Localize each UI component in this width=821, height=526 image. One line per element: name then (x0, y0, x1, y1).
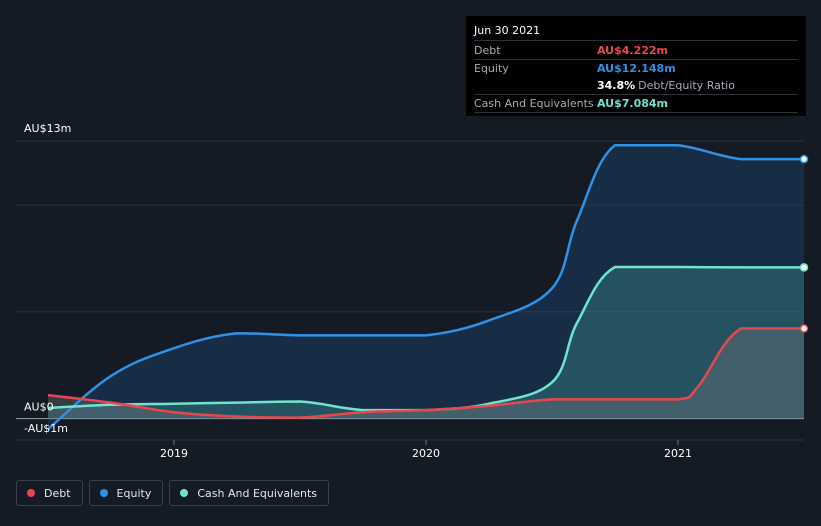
tooltip-label: Debt (474, 44, 501, 57)
x-tick-label: 2019 (160, 447, 188, 460)
x-tick-label: 2020 (412, 447, 440, 460)
tooltip-row-cash: Cash And Equivalents AU$7.084m (474, 96, 798, 113)
series-endpoints (799, 154, 809, 333)
y-axis-labels: AU$13m AU$0 -AU$1m (24, 122, 71, 435)
legend-label: Debt (44, 486, 71, 500)
tooltip-value-debt: AU$4.222m (597, 44, 669, 57)
legend-dot-icon (180, 489, 189, 497)
legend-item-cash[interactable]: Cash And Equivalents (169, 480, 329, 506)
line-debt (47, 327, 804, 419)
tooltip-row-debt: Debt AU$4.222m (474, 43, 798, 60)
legend-label: Equity (116, 486, 152, 500)
series-areas (48, 145, 804, 430)
tooltip-label: Cash And Equivalents (474, 97, 594, 110)
area-cash-and-equivalents (48, 267, 804, 419)
endpoint-cash-and-equivalents (799, 263, 809, 272)
legend-label: Cash And Equivalents (197, 486, 317, 500)
legend-dot-icon (99, 489, 108, 497)
endpoint-equity (799, 154, 809, 164)
tooltip-date: Jun 30 2021 (474, 22, 798, 41)
chart-legend: Debt Equity Cash And Equivalents (16, 480, 329, 506)
data-tooltip: Jun 30 2021 Debt AU$4.222m Equity AU$12.… (466, 16, 806, 116)
area-equity (48, 145, 804, 430)
tooltip-value-equity: AU$12.148m (597, 62, 676, 75)
legend-item-debt[interactable]: Debt (16, 480, 83, 506)
tooltip-value-cash: AU$7.084m (597, 97, 669, 110)
series-lines (47, 144, 804, 431)
tooltip-row-ratio: 34.8% Debt/Equity Ratio (474, 78, 798, 95)
y-axis-label: AU$13m (24, 122, 71, 135)
x-axis-ticks: 2019 2020 2021 (160, 440, 692, 460)
legend-item-equity[interactable]: Equity (88, 480, 164, 506)
grid-lines (16, 140, 804, 441)
tooltip-value-ratio: 34.8% (597, 79, 636, 92)
legend-dot-icon (27, 489, 35, 497)
y-axis-label: -AU$1m (24, 422, 68, 435)
x-tick-label: 2021 (664, 447, 692, 460)
y-axis-label: AU$0 (24, 401, 54, 414)
tooltip-label: Equity (474, 62, 509, 75)
tooltip-row-equity: Equity AU$12.148m (474, 61, 798, 77)
tooltip-label (474, 78, 597, 94)
tooltip-ratio-suffix: Debt/Equity Ratio (638, 79, 735, 92)
endpoint-debt (799, 324, 809, 333)
area-debt (48, 328, 804, 419)
line-equity (47, 144, 804, 431)
